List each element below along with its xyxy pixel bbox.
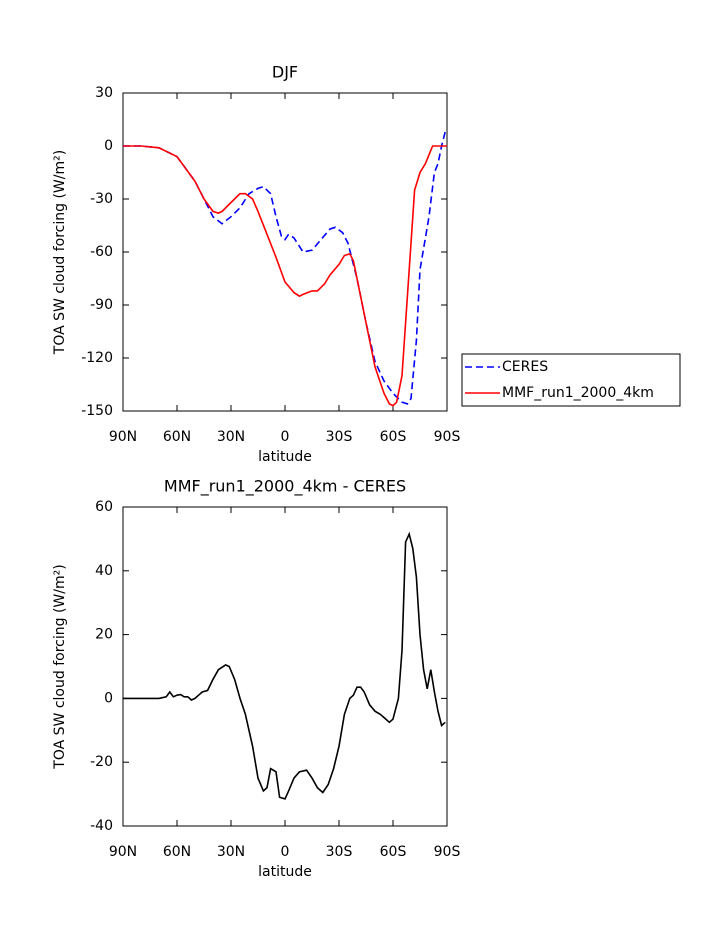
y-tick-label: -20 <box>90 754 113 770</box>
x-tick-label: 90S <box>434 429 461 445</box>
y-tick-label: 0 <box>104 138 113 154</box>
x-axis-label: latitude <box>258 449 312 465</box>
x-tick-label: 90S <box>434 844 461 860</box>
y-tick-label: -60 <box>90 244 113 260</box>
legend-box <box>461 353 681 407</box>
y-axis-label: TOA SW cloud forcing (W/m²) <box>52 564 68 769</box>
x-tick-label: 60S <box>380 844 407 860</box>
x-tick-label: 60S <box>380 429 407 445</box>
x-tick-label: 60N <box>163 844 191 860</box>
x-tick-label: 30N <box>217 844 245 860</box>
x-tick-label: 30N <box>217 429 245 445</box>
y-tick-label: -40 <box>90 818 113 834</box>
x-tick-label: 0 <box>281 844 290 860</box>
plot-frame <box>122 506 448 827</box>
x-axis-label: latitude <box>258 864 312 880</box>
y-tick-label: -120 <box>81 350 113 366</box>
y-tick-label: 40 <box>95 563 113 579</box>
chart-title: MMF_run1_2000_4km - CERES <box>164 477 406 497</box>
legend-label: MMF_run1_2000_4km <box>502 385 654 401</box>
plot-frame <box>122 92 448 412</box>
x-tick-label: 30S <box>326 844 353 860</box>
y-tick-label: 30 <box>95 85 113 101</box>
x-tick-label: 30S <box>326 429 353 445</box>
y-tick-label: 60 <box>95 499 113 515</box>
x-tick-label: 0 <box>281 429 290 445</box>
y-tick-label: 20 <box>95 627 113 643</box>
data-line <box>123 531 446 800</box>
y-axis-label: TOA SW cloud forcing (W/m²) <box>52 150 68 355</box>
y-tick-label: -90 <box>90 297 113 313</box>
y-tick-label: -150 <box>81 403 113 419</box>
y-tick-label: 0 <box>104 690 113 706</box>
x-tick-label: 90N <box>109 844 137 860</box>
y-tick-label: -30 <box>90 191 113 207</box>
x-tick-label: 60N <box>163 429 191 445</box>
chart-title: DJF <box>272 63 298 82</box>
data-line <box>123 145 447 407</box>
legend-label: CERES <box>502 359 548 375</box>
data-line <box>123 131 447 405</box>
x-tick-label: 90N <box>109 429 137 445</box>
